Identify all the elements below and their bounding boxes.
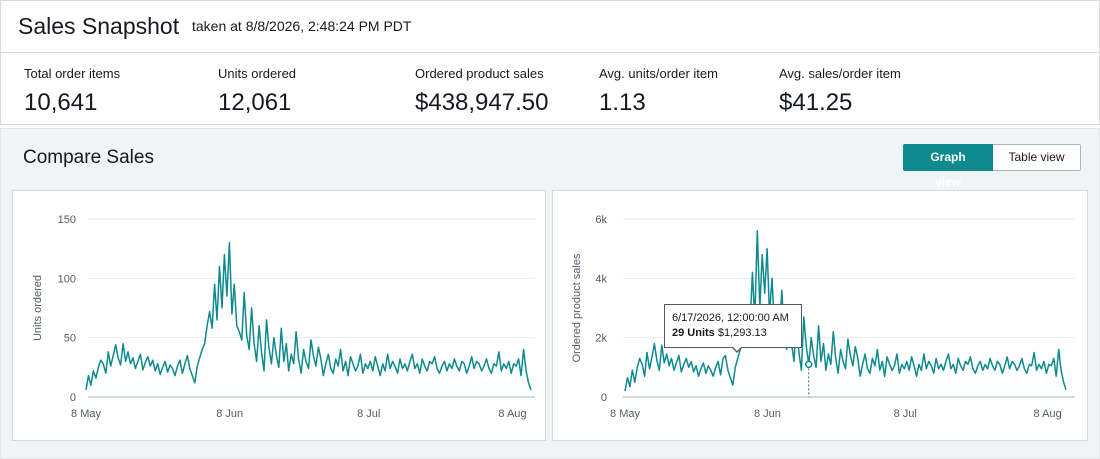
metric-label: Ordered product sales (415, 66, 544, 81)
metric-avg-sales-per-order-item: Avg. sales/order item $41.25 (779, 66, 901, 117)
x-tick-label: 8 Jun (754, 408, 781, 420)
y-tick-label: 50 (64, 333, 76, 345)
y-axis-label: Units ordered (32, 275, 44, 341)
ordered-product-sales-chart-panel: 0 2k 4k 6k 8 May 8 Jun 8 Jul 8 Aug Ordered produ… (552, 190, 1088, 441)
tooltip-values: 29 Units $1,293.13 (672, 326, 794, 341)
y-tick-label: 2k (595, 333, 607, 345)
snapshot-timestamp: taken at 8/8/2026, 2:48:24 PM PDT (192, 18, 412, 34)
metric-label: Avg. units/order item (599, 66, 718, 81)
metric-label: Units ordered (218, 66, 297, 81)
y-tick-label: 100 (58, 273, 76, 285)
x-tick-label: 8 May (71, 408, 101, 420)
hover-point (805, 360, 813, 369)
y-tick-label: 0 (601, 392, 607, 404)
graph-view-button[interactable]: Graph view (903, 144, 993, 189)
compare-sales-section: Compare Sales Graph view Table view 0 50 1… (0, 128, 1100, 459)
y-axis-label: Ordered product sales (571, 253, 583, 362)
snapshot-header: Sales Snapshot taken at 8/8/2026, 2:48:2… (1, 1, 1099, 53)
series-line (624, 230, 1067, 392)
x-tick-label: 8 May (610, 408, 640, 420)
metric-label: Total order items (24, 66, 121, 81)
chart-tooltip: 6/17/2026, 12:00:00 AM 29 Units $1,293.1… (664, 304, 802, 348)
metric-value: 1.13 (599, 89, 646, 116)
metric-total-order-items: Total order items 10,641 (24, 66, 120, 117)
metric-units-ordered: Units ordered 12,061 (218, 66, 296, 117)
y-tick-label: 150 (58, 214, 76, 226)
table-view-button[interactable]: Table view (993, 144, 1081, 171)
metric-value: $438,947.50 (415, 89, 549, 116)
metric-value: $41.25 (779, 89, 853, 116)
units-ordered-chart[interactable]: 0 50 100 150 8 May 8 Jun 8 Jul 8 Aug Units order… (13, 191, 547, 442)
tooltip-arrow-fill (732, 346, 742, 351)
tooltip-units: 29 Units (672, 327, 715, 339)
ordered-product-sales-chart[interactable]: 0 2k 4k 6k 8 May 8 Jun 8 Jul 8 Aug Ordered produ… (553, 191, 1089, 442)
y-tick-label: 6k (595, 214, 607, 226)
x-tick-label: 8 Jun (216, 408, 243, 420)
series-line (85, 241, 532, 391)
snapshot-title: Sales Snapshot (18, 13, 180, 39)
x-tick-label: 8 Aug (498, 408, 526, 420)
sales-snapshot-card: Sales Snapshot taken at 8/8/2026, 2:48:2… (0, 0, 1100, 125)
metric-value: 10,641 (24, 89, 98, 116)
metric-label: Avg. sales/order item (779, 66, 901, 81)
y-tick-label: 4k (595, 273, 607, 285)
view-toggle: Graph view Table view (903, 144, 1081, 189)
metric-value: 12,061 (218, 89, 292, 116)
metric-ordered-product-sales: Ordered product sales $438,947.50 (415, 66, 548, 117)
tooltip-amount: $1,293.13 (717, 327, 767, 339)
units-ordered-chart-panel: 0 50 100 150 8 May 8 Jun 8 Jul 8 Aug Units order… (12, 190, 546, 441)
x-tick-label: 8 Jul (357, 408, 380, 420)
x-tick-label: 8 Aug (1034, 408, 1062, 420)
compare-sales-title: Compare Sales (23, 147, 154, 168)
x-tick-label: 8 Jul (894, 408, 917, 420)
tooltip-date: 6/17/2026, 12:00:00 AM (672, 312, 789, 324)
y-tick-label: 0 (70, 392, 76, 404)
metric-avg-units-per-order-item: Avg. units/order item 1.13 (599, 66, 718, 117)
